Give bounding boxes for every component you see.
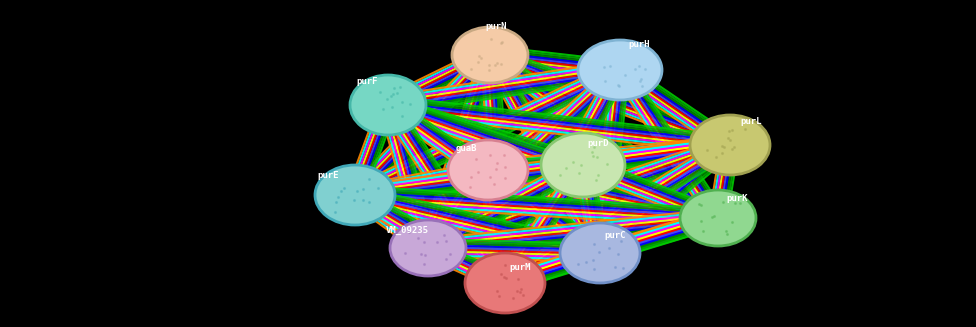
- Ellipse shape: [541, 133, 625, 197]
- Ellipse shape: [350, 75, 426, 135]
- Ellipse shape: [578, 40, 662, 100]
- Text: purL: purL: [740, 117, 761, 126]
- Text: purF: purF: [356, 77, 378, 86]
- Text: purD: purD: [587, 139, 608, 148]
- Ellipse shape: [560, 223, 640, 283]
- Text: purE: purE: [317, 171, 339, 180]
- Text: purK: purK: [726, 194, 748, 203]
- Ellipse shape: [315, 165, 395, 225]
- Text: purH: purH: [628, 40, 649, 49]
- Text: guaB: guaB: [456, 144, 477, 153]
- Ellipse shape: [680, 190, 756, 246]
- Ellipse shape: [390, 220, 466, 276]
- Text: VM_09235: VM_09235: [386, 226, 429, 235]
- Ellipse shape: [448, 140, 528, 200]
- Ellipse shape: [690, 115, 770, 175]
- Ellipse shape: [465, 253, 545, 313]
- Text: purN: purN: [485, 22, 507, 31]
- Text: purC: purC: [604, 231, 626, 240]
- Text: purM: purM: [509, 263, 531, 272]
- Ellipse shape: [452, 27, 528, 83]
